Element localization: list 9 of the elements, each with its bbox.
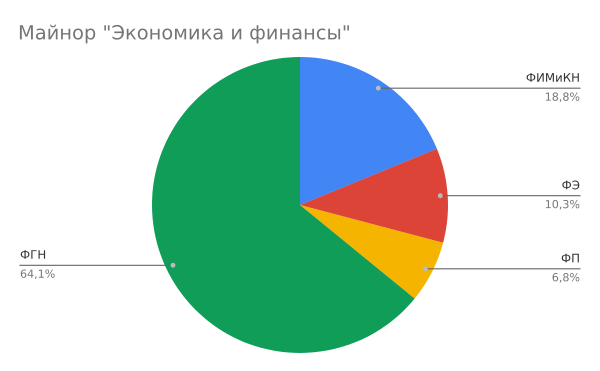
data-label: 18,8% bbox=[546, 92, 580, 102]
slice-label: ФЭ bbox=[562, 180, 580, 190]
slice-label: ФП bbox=[562, 254, 579, 262]
slice-label: ФИМиКН bbox=[526, 73, 579, 82]
data-label: 64,1% bbox=[20, 269, 55, 279]
slice-label: ФГН bbox=[20, 250, 46, 259]
data-label: 10,3% bbox=[546, 200, 580, 210]
chart-title: Майнор "Экономика и финансы" bbox=[20, 24, 349, 44]
data-label: 6,8% bbox=[552, 273, 580, 283]
